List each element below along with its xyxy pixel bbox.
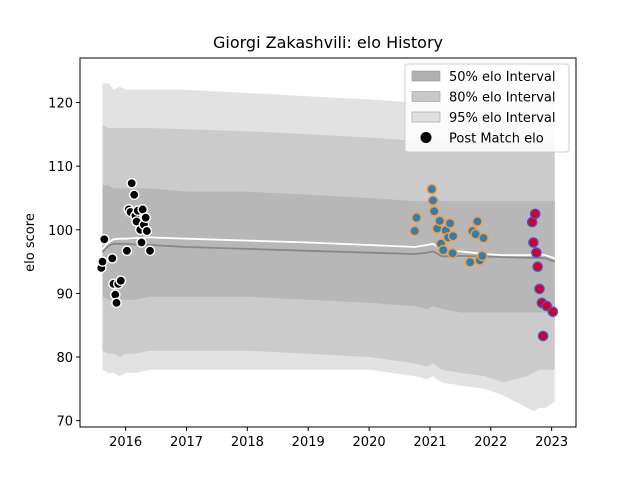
plot-area bbox=[96, 83, 559, 412]
post-match-elo-point bbox=[537, 330, 549, 342]
post-match-elo-point bbox=[144, 245, 156, 257]
post-match-elo-point bbox=[437, 244, 449, 256]
post-match-elo-point bbox=[464, 256, 476, 268]
post-match-elo-point bbox=[447, 230, 459, 242]
legend-label: Post Match elo bbox=[449, 132, 544, 147]
post-match-elo-point bbox=[115, 275, 127, 287]
post-match-elo-point bbox=[434, 215, 446, 227]
post-match-elo-point bbox=[136, 237, 147, 248]
x-tick-label: 2021 bbox=[413, 435, 446, 450]
post-match-elo-point bbox=[528, 237, 539, 248]
x-tick-label: 2018 bbox=[231, 435, 264, 450]
post-match-elo-point bbox=[534, 283, 545, 295]
post-match-elo-point bbox=[141, 225, 153, 237]
post-match-elo-point bbox=[111, 297, 122, 309]
post-match-elo-point bbox=[476, 250, 488, 262]
median-elo-line bbox=[101, 236, 555, 260]
post-match-elo-point bbox=[426, 183, 438, 195]
x-tick-label: 2023 bbox=[535, 435, 568, 450]
legend: 50% elo Interval 80% elo Interval 95% elo … bbox=[404, 63, 570, 153]
x-tick-label: 2019 bbox=[292, 435, 325, 450]
legend-box bbox=[404, 63, 570, 153]
post-match-elo-point bbox=[140, 212, 151, 223]
legend-swatch bbox=[411, 91, 441, 102]
chart-title: Giorgi Zakashvili: elo History bbox=[213, 33, 443, 52]
y-tick-label: 120 bbox=[48, 97, 73, 112]
post-match-points bbox=[96, 177, 559, 342]
y-axis: 70 80 90 100 110 120 bbox=[48, 97, 80, 430]
mean-elo-line bbox=[101, 242, 555, 263]
x-tick-label: 2020 bbox=[353, 435, 386, 450]
y-tick-label: 80 bbox=[56, 351, 73, 366]
x-tick-label: 2022 bbox=[474, 435, 507, 450]
post-match-elo-point bbox=[447, 247, 458, 259]
y-tick-label: 100 bbox=[48, 224, 73, 239]
post-match-elo-point bbox=[531, 247, 542, 258]
post-match-elo-point bbox=[409, 225, 421, 237]
post-match-elo-point bbox=[411, 212, 422, 223]
legend-swatch bbox=[411, 111, 441, 123]
x-tick-label: 2016 bbox=[109, 435, 142, 450]
x-axis: 2016 2017 2018 2019 2020 2021 2022 2023 bbox=[109, 427, 568, 450]
post-match-elo-point bbox=[99, 233, 110, 245]
band-50-interval bbox=[102, 185, 555, 313]
legend-label: 50% elo Interval bbox=[449, 70, 556, 85]
y-axis-label: elo score bbox=[23, 213, 38, 272]
legend-swatch bbox=[411, 70, 441, 82]
post-match-elo-point bbox=[529, 208, 541, 220]
post-match-elo-point bbox=[547, 306, 559, 318]
legend-marker bbox=[420, 132, 432, 143]
y-tick-label: 90 bbox=[56, 287, 73, 302]
x-tick-label: 2017 bbox=[170, 435, 203, 450]
post-match-elo-point bbox=[121, 245, 133, 257]
post-match-elo-point bbox=[126, 177, 137, 189]
y-tick-label: 110 bbox=[48, 160, 73, 175]
post-match-elo-point bbox=[128, 189, 140, 201]
post-match-elo-point bbox=[427, 195, 439, 206]
post-match-elo-point bbox=[107, 253, 118, 264]
legend-label: 95% elo Interval bbox=[449, 111, 556, 126]
post-match-elo-point bbox=[428, 205, 440, 217]
post-match-elo-point bbox=[532, 261, 544, 273]
trend-lines bbox=[101, 236, 555, 263]
post-match-elo-point bbox=[478, 232, 489, 244]
post-match-elo-point bbox=[444, 218, 456, 229]
post-match-elo-point bbox=[97, 256, 108, 267]
legend-label: 80% elo Interval bbox=[449, 91, 556, 106]
y-tick-label: 70 bbox=[56, 415, 73, 430]
axes-frame bbox=[79, 57, 577, 428]
post-match-elo-point bbox=[472, 216, 483, 227]
